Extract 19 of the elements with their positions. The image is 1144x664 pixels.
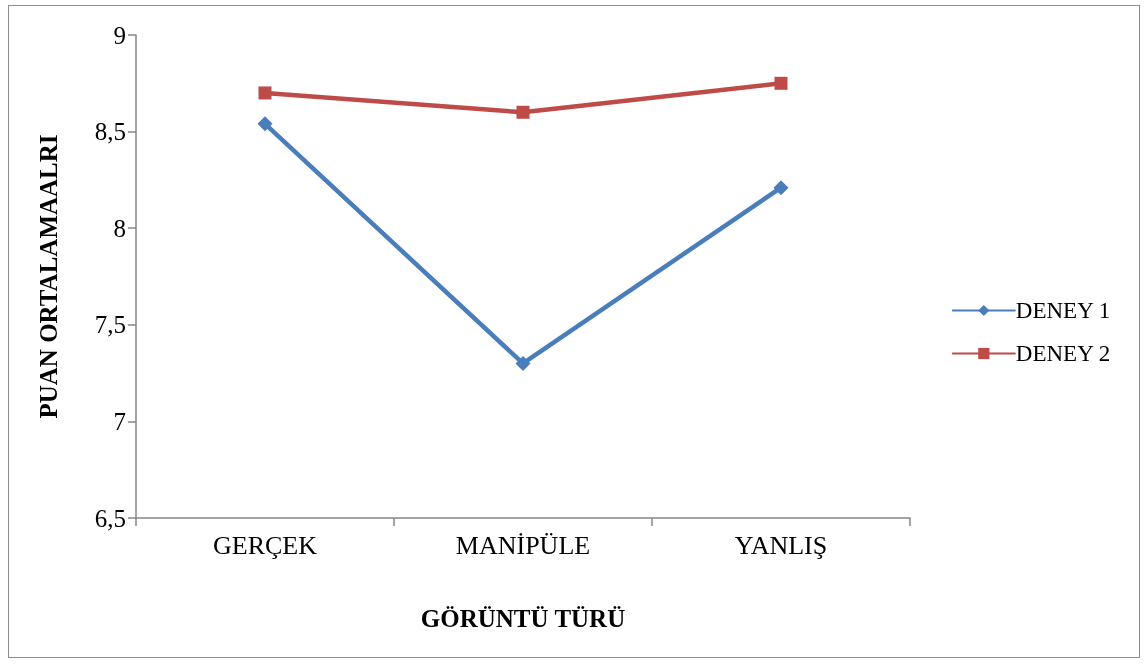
y-axis-title: PUAN ORTALAMAALRI: [35, 134, 62, 419]
legend-label: DENEY 1: [1015, 298, 1111, 323]
y-tick-label: 9: [113, 21, 126, 49]
point: [257, 116, 273, 132]
y-tick-label: 7,5: [94, 311, 126, 339]
point: [515, 355, 531, 371]
x-tick-label: GERÇEK: [213, 530, 318, 560]
point: [773, 180, 789, 196]
y-tick-label: 8: [113, 214, 126, 242]
point: [258, 86, 272, 100]
y-tick-label: 6,5: [94, 504, 126, 532]
x-tick-label: MANİPÜLE: [455, 530, 591, 560]
x-tick-label: YANLIŞ: [734, 530, 828, 560]
point: [774, 76, 788, 90]
x-axis-title: GÖRÜNTÜ TÜRÜ: [420, 605, 626, 632]
y-tick-label: 7: [113, 407, 126, 435]
point: [516, 105, 530, 119]
legend-label: DENEY 2: [1015, 341, 1111, 366]
y-tick-label: 8,5: [94, 118, 126, 146]
